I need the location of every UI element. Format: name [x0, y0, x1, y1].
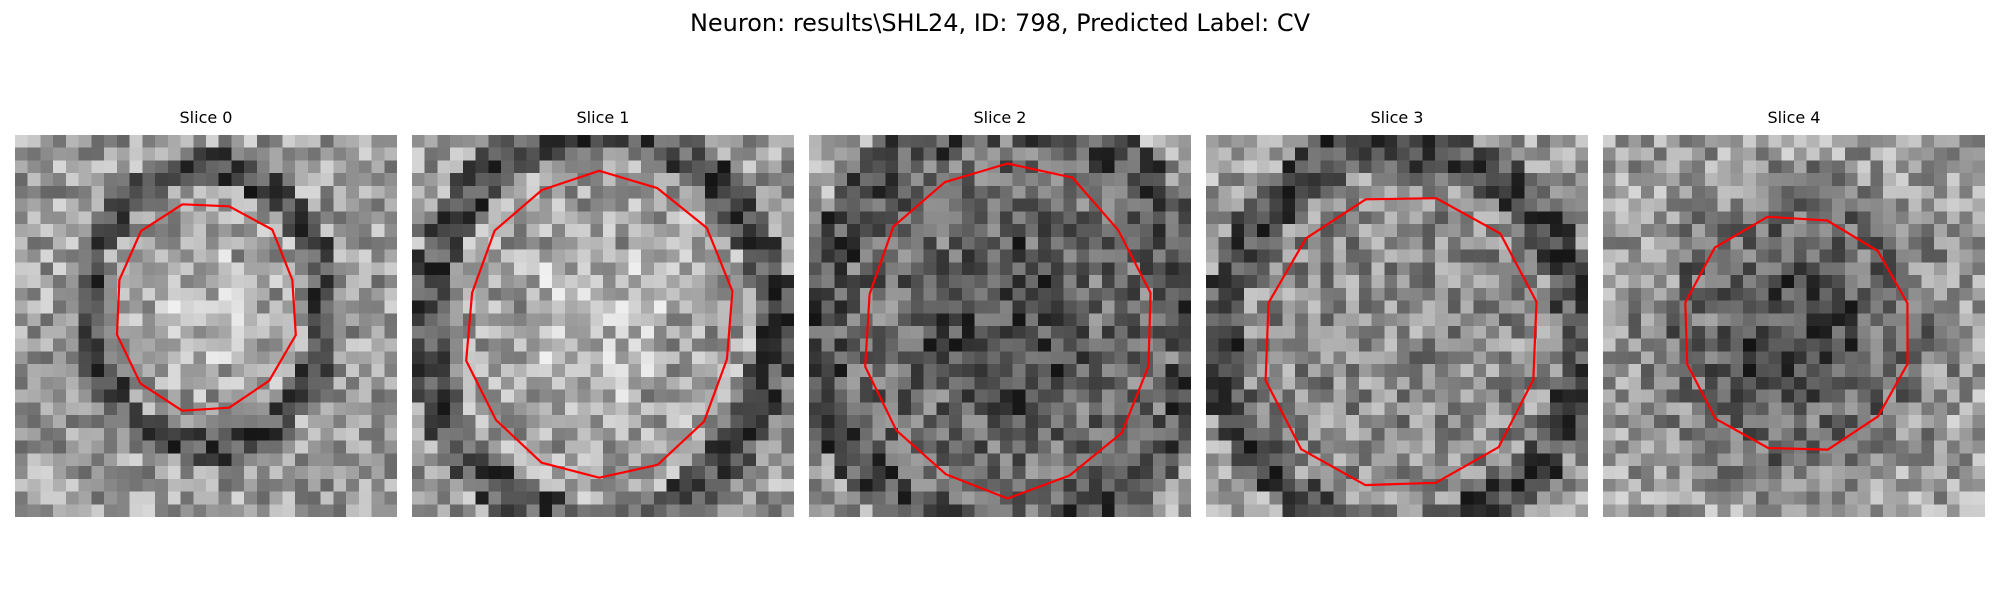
neuron-contour	[1264, 197, 1538, 487]
slice-title: Slice 0	[179, 108, 233, 127]
slice-title: Slice 2	[973, 108, 1027, 127]
slice-image-svg	[1206, 135, 1588, 517]
slice-title: Slice 3	[1370, 108, 1424, 127]
neuron-contour	[1684, 215, 1909, 451]
pixel-grid	[1206, 135, 1588, 517]
slice-panel-1: Slice 1	[412, 108, 794, 517]
slice-title: Slice 4	[1767, 108, 1821, 127]
pixel-grid	[1603, 135, 1985, 517]
pixel-grid	[412, 135, 794, 517]
slice-image	[412, 135, 794, 517]
slice-panel-3: Slice 3	[1206, 108, 1588, 517]
slice-panel-0: Slice 0	[15, 108, 397, 517]
slice-image-svg	[15, 135, 397, 517]
slice-image-svg	[412, 135, 794, 517]
slice-image	[1206, 135, 1588, 517]
pixel-grid	[809, 135, 1191, 517]
neuron-contour	[864, 162, 1152, 500]
slice-image	[1603, 135, 1985, 517]
slice-image	[15, 135, 397, 517]
slice-panel-4: Slice 4	[1603, 108, 1985, 517]
slice-image-svg	[809, 135, 1191, 517]
neuron-contour	[115, 203, 297, 412]
slice-panel-2: Slice 2	[809, 108, 1191, 517]
figure-title: Neuron: results\SHL24, ID: 798, Predicte…	[689, 9, 1311, 37]
neuron-contour	[465, 169, 734, 479]
slice-image	[809, 135, 1191, 517]
slice-image-svg	[1603, 135, 1985, 517]
slice-title: Slice 1	[576, 108, 630, 127]
pixel-grid	[15, 135, 397, 517]
